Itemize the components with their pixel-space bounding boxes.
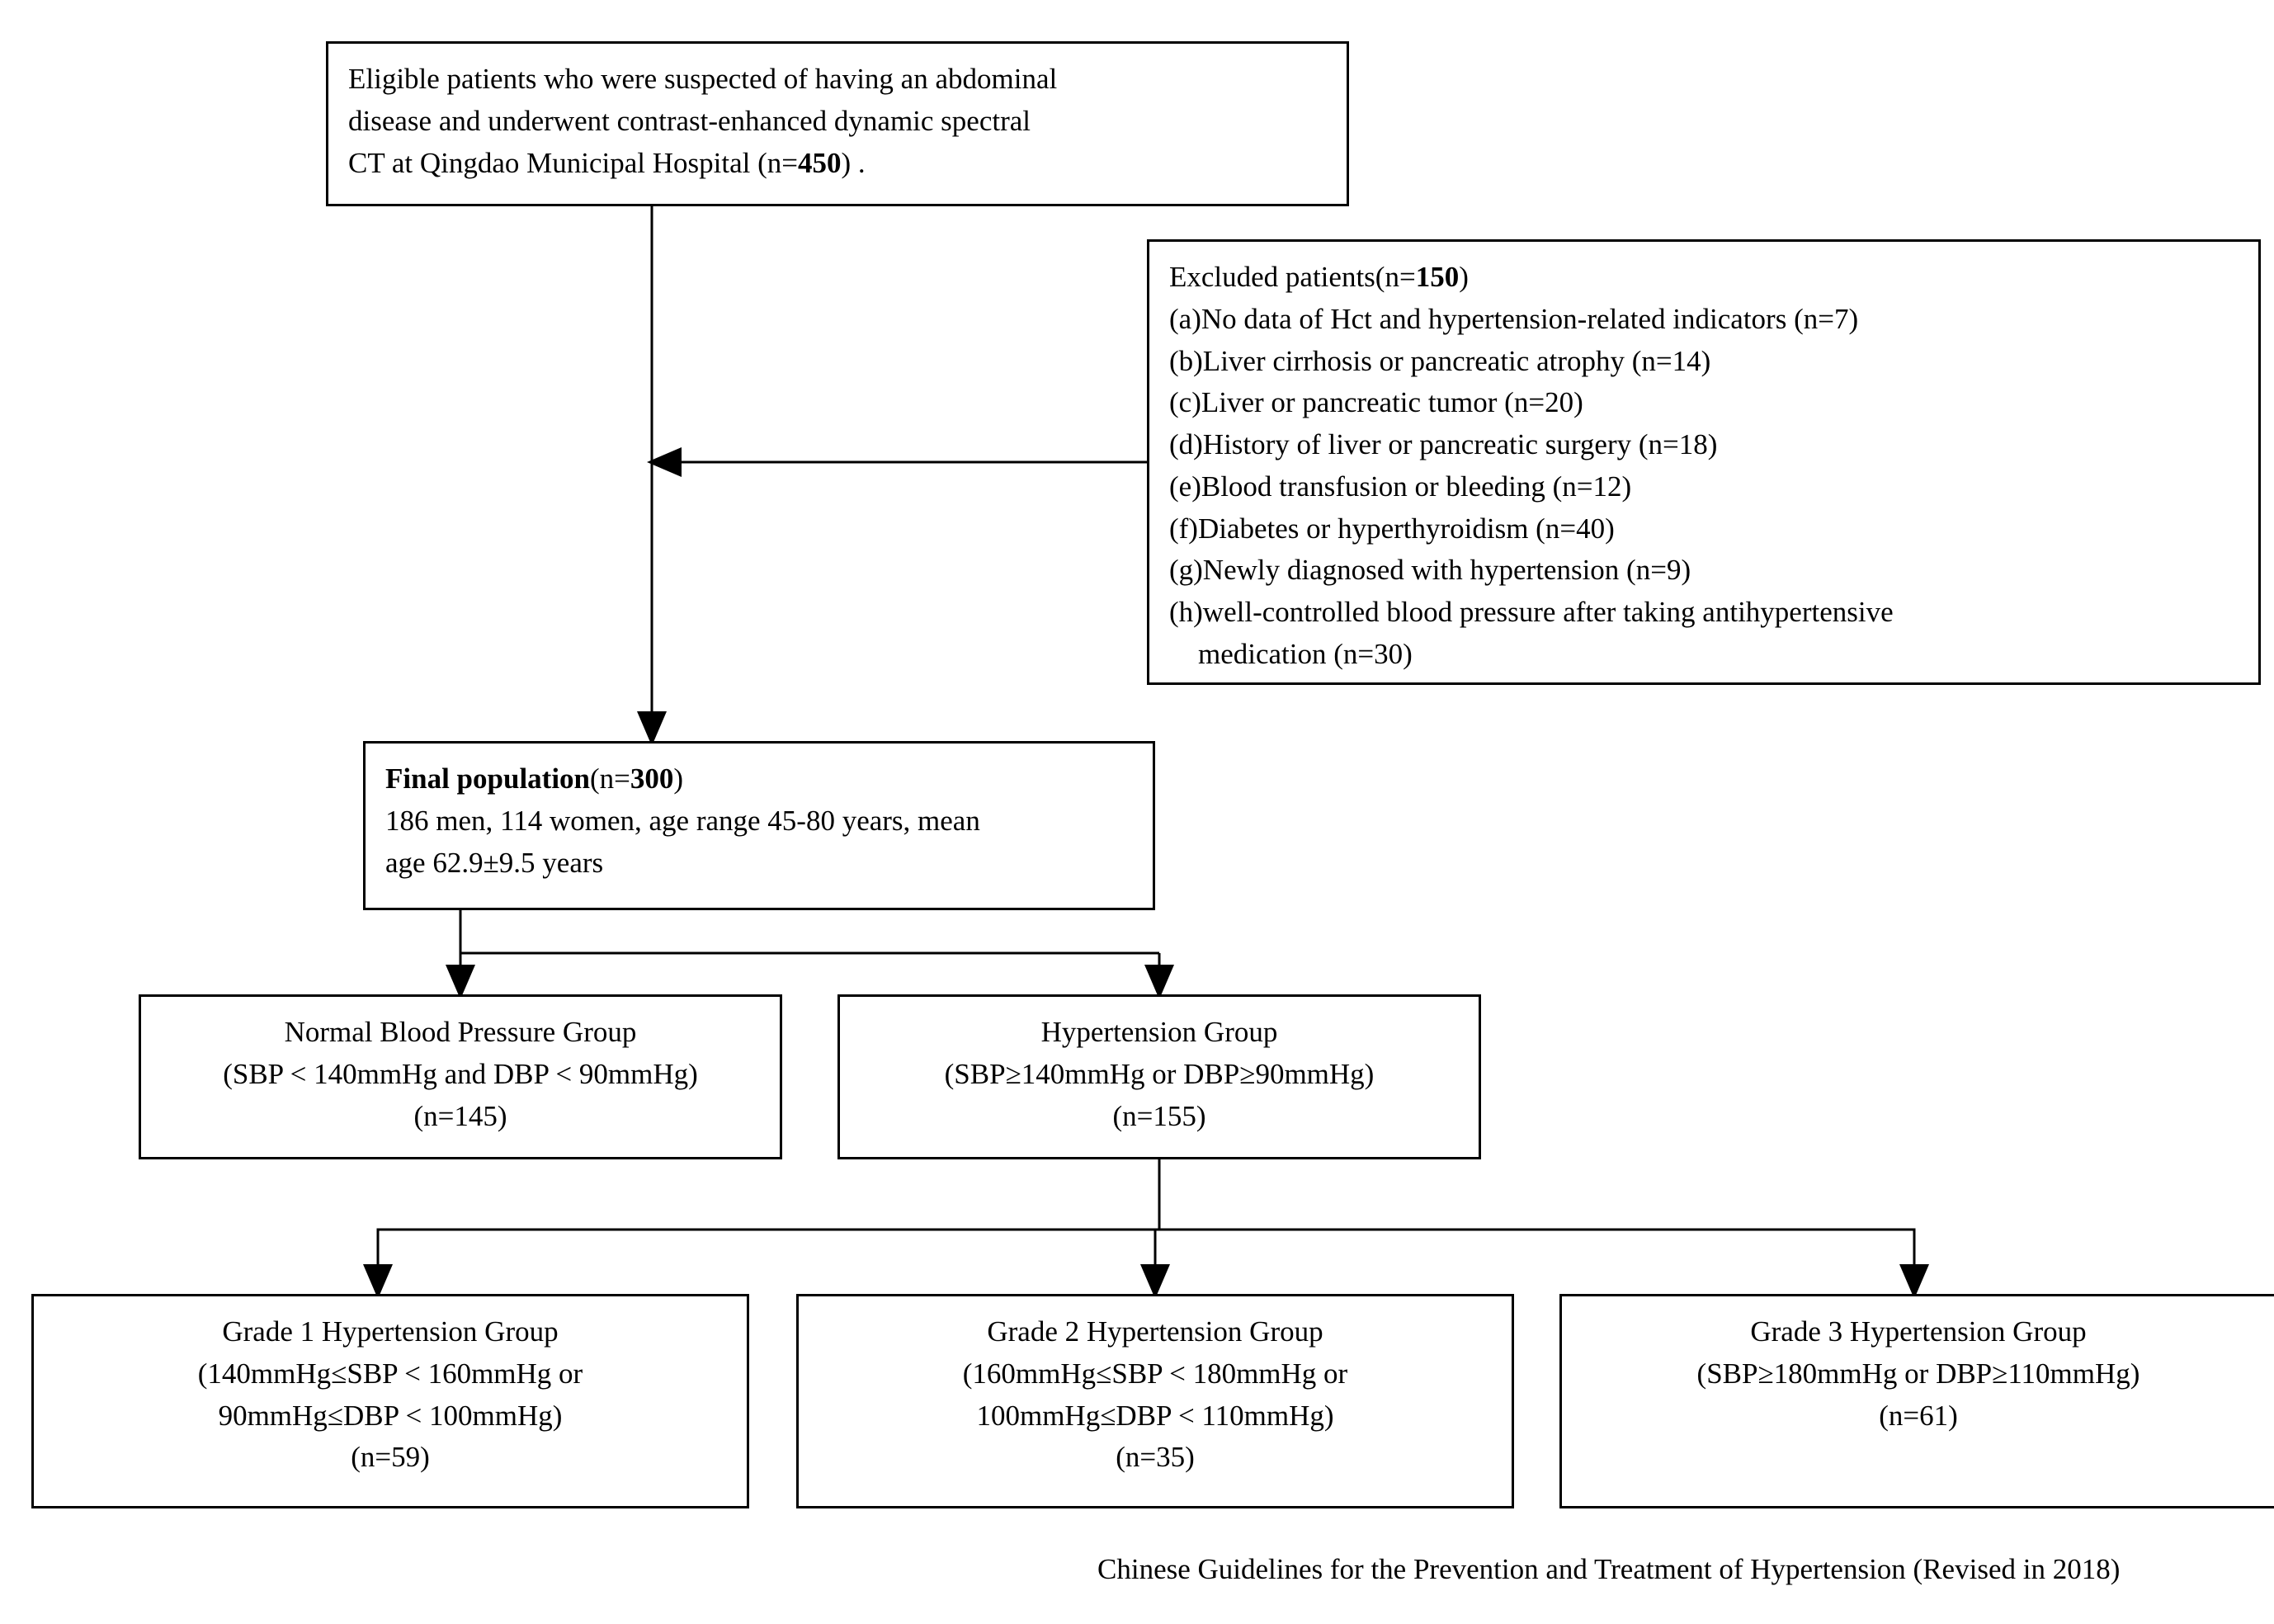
node-excluded: Excluded patients(n=150)(a)No data of Hc… <box>1147 239 2261 685</box>
node-grade2-text: Grade 2 Hypertension Group(160mmHg≤SBP <… <box>819 1311 1492 1479</box>
node-grade3-text: Grade 3 Hypertension Group(SBP≥180mmHg o… <box>1582 1311 2255 1437</box>
node-eligible-text: Eligible patients who were suspected of … <box>348 59 1327 184</box>
node-excluded-text: Excluded patients(n=150)(a)No data of Hc… <box>1169 257 2239 676</box>
node-grade3: Grade 3 Hypertension Group(SBP≥180mmHg o… <box>1559 1294 2274 1508</box>
footer-citation: Chinese Guidelines for the Prevention an… <box>1097 1553 2120 1586</box>
node-eligible: Eligible patients who were suspected of … <box>326 41 1349 206</box>
node-hypertension: Hypertension Group(SBP≥140mmHg or DBP≥90… <box>837 994 1481 1159</box>
node-hypertension-text: Hypertension Group(SBP≥140mmHg or DBP≥90… <box>860 1012 1459 1137</box>
node-grade2: Grade 2 Hypertension Group(160mmHg≤SBP <… <box>796 1294 1514 1508</box>
node-final: Final population(n=300)186 men, 114 wome… <box>363 741 1155 910</box>
node-grade1-text: Grade 1 Hypertension Group(140mmHg≤SBP <… <box>54 1311 727 1479</box>
flowchart-canvas: Eligible patients who were suspected of … <box>17 17 2274 1607</box>
node-normal: Normal Blood Pressure Group(SBP < 140mmH… <box>139 994 782 1159</box>
node-normal-text: Normal Blood Pressure Group(SBP < 140mmH… <box>161 1012 760 1137</box>
node-final-text: Final population(n=300)186 men, 114 wome… <box>385 758 1133 884</box>
node-grade1: Grade 1 Hypertension Group(140mmHg≤SBP <… <box>31 1294 749 1508</box>
